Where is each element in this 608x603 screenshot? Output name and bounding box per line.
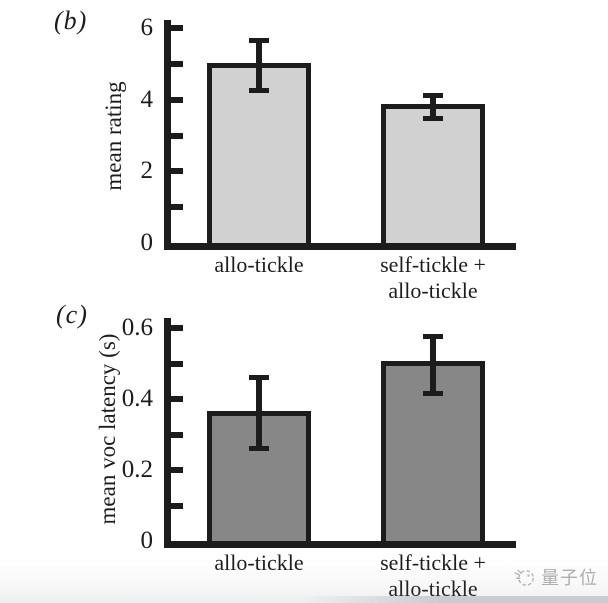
y-axis-tick-label: 0.6 xyxy=(121,314,153,341)
y-axis-tick-label: 6 xyxy=(140,14,154,41)
y-axis-tick-label: 0 xyxy=(140,527,154,554)
category-label: self-tickle + allo-tickle xyxy=(380,550,486,602)
y-axis-tick-label: 0.4 xyxy=(121,385,153,412)
y-axis-tick xyxy=(171,502,183,509)
bar-2 xyxy=(381,104,485,243)
watermark: 量子位 xyxy=(512,564,598,590)
panel-c-label: (c) xyxy=(56,300,88,329)
error-bar-line xyxy=(256,40,262,91)
player-edge-strip xyxy=(300,596,608,603)
category-label: allo-tickle xyxy=(214,550,304,575)
y-axis-tick xyxy=(171,96,183,103)
error-bar-cap-top xyxy=(423,92,443,98)
y-axis-tick xyxy=(171,360,183,367)
category-label: self-tickle + allo-tickle xyxy=(380,252,486,304)
y-axis-tick xyxy=(171,204,183,211)
error-bar-cap-bottom xyxy=(423,391,443,397)
y-axis-tick-label: 2 xyxy=(140,157,154,185)
error-bar-line xyxy=(256,377,262,449)
watermark-text: 量子位 xyxy=(541,568,598,589)
y-axis-tick-label: 0 xyxy=(140,229,154,256)
error-bar-line xyxy=(430,336,436,394)
sketch-ball-icon xyxy=(514,569,534,586)
panel-b-label: (b) xyxy=(54,6,88,35)
error-bar-cap-bottom xyxy=(249,88,269,94)
y-axis-tick xyxy=(171,396,183,402)
error-bar-cap-top xyxy=(423,334,443,340)
category-label: allo-tickle xyxy=(214,252,304,277)
y-axis-tick-label: 4 xyxy=(140,85,154,113)
y-axis-tick xyxy=(171,25,183,31)
error-bar-cap-bottom xyxy=(423,116,443,122)
y-axis-tick xyxy=(171,60,183,67)
y-axis-tick xyxy=(171,325,183,331)
y-axis-tick xyxy=(171,168,183,175)
panel-c-plot: 0 0.2 0.4 0.6 allo-tickle self-tickle + allo-… xyxy=(122,314,516,601)
y-axis-tick xyxy=(171,467,183,473)
error-bar-line xyxy=(430,95,436,119)
panel-c-y-axis-title: mean voc latency (s) xyxy=(95,333,120,525)
panel-b-plot: 0 2 4 6 allo-tickle self-tickle + allo-tickle xyxy=(141,14,516,303)
error-bar-cap-top xyxy=(249,375,269,381)
y-axis-tick xyxy=(171,431,183,438)
error-bar-cap-top xyxy=(249,38,269,44)
error-bar-cap-bottom xyxy=(249,446,269,452)
y-axis-tick-label: 0.2 xyxy=(121,456,153,483)
y-axis-tick xyxy=(171,132,183,139)
panel-b-y-axis-title: mean rating xyxy=(101,81,126,191)
